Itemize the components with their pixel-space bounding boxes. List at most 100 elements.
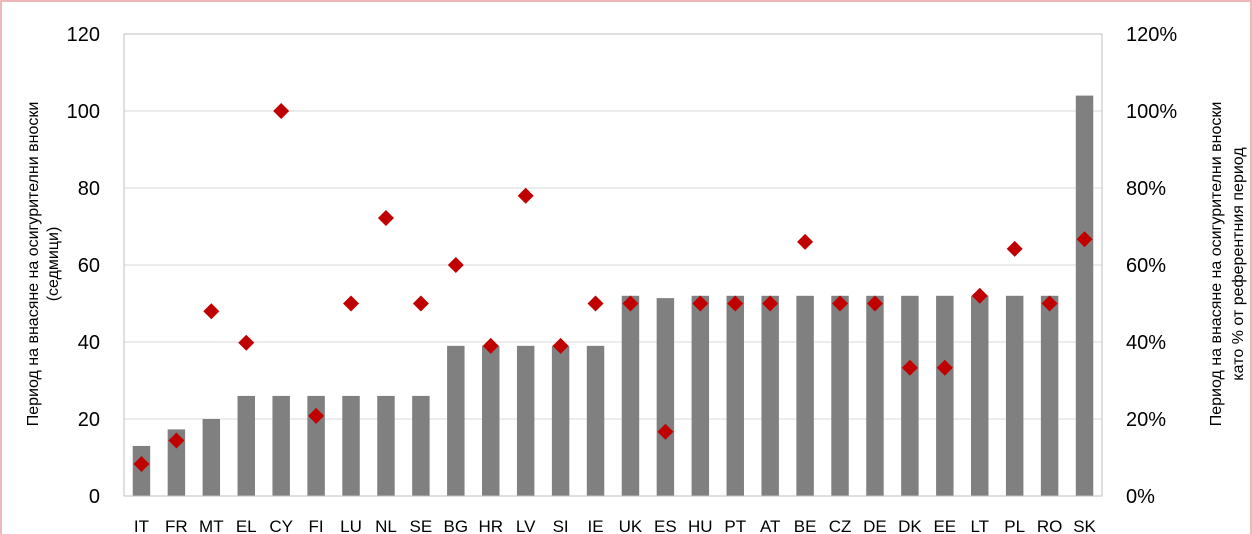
category-label: DK [898,517,922,534]
category-label: UK [619,517,643,534]
bar [866,295,884,496]
diamond-marker [273,103,290,119]
bar [342,395,360,496]
bar [761,295,779,496]
diamond-marker [1041,295,1058,312]
left-tick-label: 120 [67,24,100,46]
category-label: SI [553,517,569,534]
left-axis-title-line-1: Период на внасяне на осигурителни вноски [25,102,42,427]
diamond-marker [901,359,918,376]
category-label: HR [478,517,503,534]
bar [202,419,221,496]
left-tick-label: 0 [89,486,100,508]
bar [551,345,570,496]
right-tick-label: 100% [1126,101,1177,123]
bar [796,295,814,496]
bar [307,395,325,496]
left-tick-label: 100 [67,101,100,123]
marker-series [133,103,1093,473]
category-label: ES [654,517,677,534]
diamond-marker [587,295,604,312]
diamond-marker [692,295,709,312]
bar [901,295,919,496]
right-tick-label: 0% [1126,486,1155,508]
right-axis-ticks: 0% 20% 40% 60% 80% 100% 120% [1126,24,1177,508]
diamond-marker [866,295,883,312]
diamond-marker [482,337,499,354]
diamond-marker [203,303,220,320]
left-tick-label: 60 [78,255,100,277]
category-label: HU [688,517,713,534]
category-label: SE [410,517,433,534]
category-label: LV [516,517,536,534]
category-label: EL [236,517,257,534]
category-label: CZ [829,517,852,534]
diamond-marker [622,295,639,312]
bar [1040,295,1059,496]
category-label: EE [933,517,956,534]
category-label: FR [165,517,188,534]
bar [971,295,989,496]
right-tick-label: 120% [1126,24,1177,46]
bar [237,395,255,496]
diamond-marker [1006,240,1023,257]
bar [586,345,605,496]
category-label: FI [309,517,324,534]
diamond-marker [727,295,744,312]
diamond-marker [377,210,394,227]
diamond-marker [971,287,988,304]
category-label: NL [375,517,397,534]
category-label: BG [444,517,469,534]
category-label: LT [970,517,989,534]
diamond-marker [797,233,814,250]
bar [726,295,744,496]
bar-series [132,95,1094,496]
plot-area-border [123,33,1103,497]
diamond-marker [552,337,569,354]
bar [1005,295,1024,496]
diamond-marker [936,359,953,376]
diamond-marker [412,295,429,312]
bar [447,345,465,496]
category-label: IT [134,517,149,534]
bar [272,395,290,496]
diamond-marker [517,187,534,204]
category-label: PL [1004,517,1025,534]
right-tick-label: 20% [1126,409,1166,431]
right-tick-label: 40% [1126,332,1166,354]
bar [167,429,186,496]
diamond-marker [343,295,360,312]
diamond-marker [447,257,464,273]
diamond-marker [832,295,849,312]
diamond-marker [1076,231,1093,248]
category-label: BE [794,517,817,534]
bar [1075,95,1094,496]
diamond-marker [308,407,325,424]
category-label: SK [1073,517,1096,534]
diamond-marker [238,334,255,351]
left-axis-ticks: 0 20 40 60 80 100 120 [67,24,100,508]
left-tick-label: 20 [78,409,100,431]
bar [621,295,640,496]
category-axis-labels: IT FR MT EL CY FI LU NL SE BG HR LV SI IE UK ES HU PT AT BE… [134,517,1097,534]
diamond-marker [133,456,150,473]
left-axis-title-line-2: (седмици) [45,227,62,302]
category-label: MT [199,517,224,534]
bar [482,345,500,496]
category-label: DE [863,517,887,534]
right-axis-title-line-1: Период на внасяне на осигурителни вноски [1208,102,1225,427]
bar [831,295,849,496]
right-tick-label: 80% [1126,178,1166,200]
diamond-marker [762,295,779,312]
category-label: AT [760,517,780,534]
diamond-marker [657,423,674,440]
bar [656,298,675,496]
left-tick-label: 80 [78,178,100,200]
category-label: IE [588,517,604,534]
bar [412,395,430,496]
category-label: CY [269,517,293,534]
category-label: PT [724,517,746,534]
bar [377,395,395,496]
left-tick-label: 40 [78,332,100,354]
